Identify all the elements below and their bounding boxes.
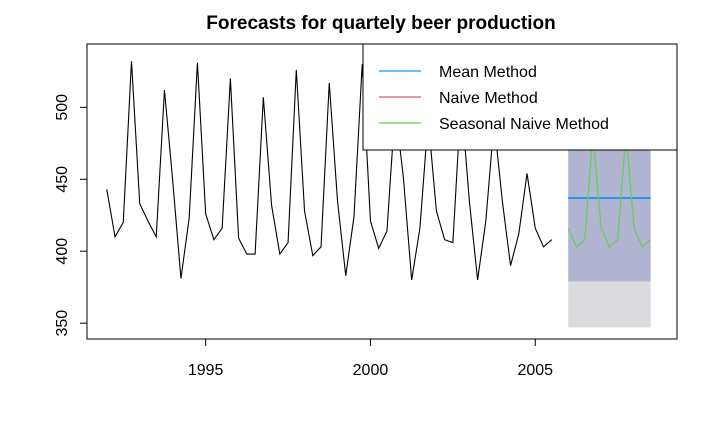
x-tick-label: 1995 [188,362,224,379]
y-tick-label: 400 [54,238,71,265]
y-tick-label: 450 [54,166,71,193]
y-tick-label: 500 [54,94,71,121]
chart-title: Forecasts for quartely beer production [206,13,555,34]
x-tick-label: 2000 [353,362,389,379]
history-line [106,61,553,281]
legend-label: Seasonal Naive Method [439,116,609,133]
legend-label: Naive Method [439,90,538,107]
forecast-line-seasonal-naive-method [567,133,652,248]
y-tick-label: 350 [54,310,71,337]
legend: Mean Method Naive Method Seasonal Naive Me… [362,43,678,151]
x-tick-label: 2005 [517,362,553,379]
legend-label: Mean Method [439,64,537,81]
